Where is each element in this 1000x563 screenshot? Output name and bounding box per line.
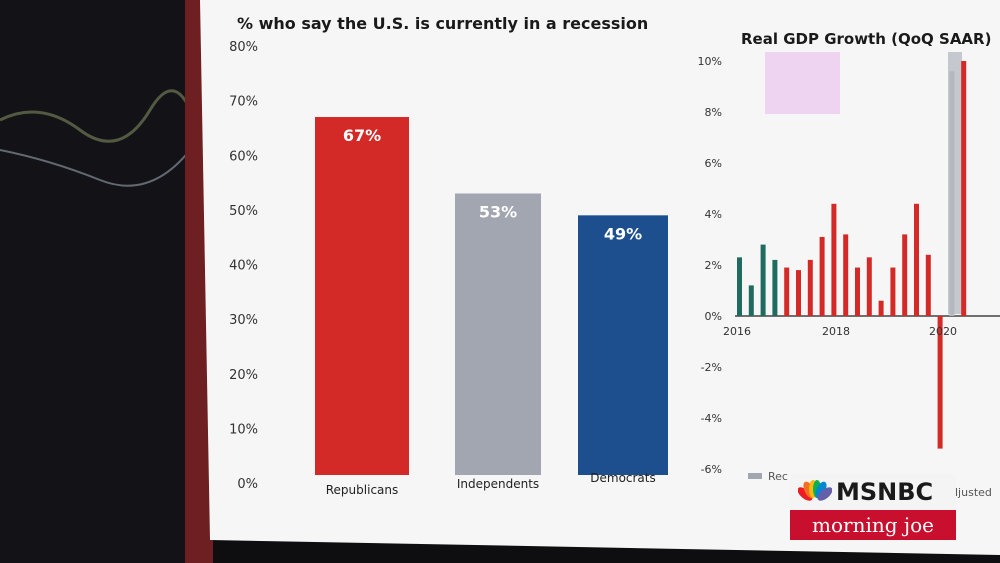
bar xyxy=(937,316,943,449)
y-tick-label: 30% xyxy=(229,313,258,328)
bar xyxy=(878,300,884,316)
y-tick-label: 2% xyxy=(705,259,722,272)
show-name: morning joe xyxy=(812,513,934,537)
shaded-region xyxy=(765,52,840,114)
network-logo: MSNBC morning joe xyxy=(790,474,956,540)
y-tick-label: -2% xyxy=(701,361,722,374)
bar xyxy=(796,270,801,316)
y-tick-label: 60% xyxy=(229,149,258,164)
peacock-icon xyxy=(798,480,832,501)
bar xyxy=(961,61,967,316)
recession-opinion-chart: % who say the U.S. is currently in a rec… xyxy=(229,14,668,497)
x-tick-label: 2016 xyxy=(723,325,751,338)
y-tick-label: 40% xyxy=(229,259,258,274)
y-tick-label: 4% xyxy=(705,208,722,221)
y-tick-label: 50% xyxy=(229,204,258,219)
legend-label: ljusted xyxy=(955,486,992,499)
bar xyxy=(819,236,825,316)
y-tick-label: 70% xyxy=(229,95,258,110)
gdp-growth-chart: Real GDP Growth (QoQ SAAR) 10% 8% 6% 4% 2% 0%… xyxy=(698,30,1000,499)
bar xyxy=(949,71,955,316)
bar xyxy=(784,267,790,316)
bar xyxy=(578,215,668,475)
background-line-graphic xyxy=(0,89,202,143)
legend-swatch xyxy=(748,473,762,479)
bar xyxy=(925,254,931,316)
y-tick-label: -6% xyxy=(701,463,722,476)
bar xyxy=(831,203,837,316)
chart-title: % who say the U.S. is currently in a rec… xyxy=(237,14,648,33)
data-label: 67% xyxy=(343,126,381,145)
left-screen-panel xyxy=(0,0,190,563)
bar xyxy=(772,259,778,316)
y-tick-label: 8% xyxy=(705,106,722,119)
category-label: Independents xyxy=(457,477,539,491)
x-tick-label: 2018 xyxy=(822,325,850,338)
peacock-feather xyxy=(817,487,832,501)
x-tick-label: 2020 xyxy=(929,325,957,338)
background-line-graphic-2 xyxy=(0,149,191,187)
chart-title: Real GDP Growth (QoQ SAAR) xyxy=(741,30,991,48)
category-label: Democrats xyxy=(590,471,656,485)
bar xyxy=(315,117,409,475)
show-banner: morning joe xyxy=(790,510,956,540)
bar xyxy=(866,257,872,316)
bar xyxy=(455,193,541,476)
bar xyxy=(748,285,754,316)
bar xyxy=(902,234,908,316)
y-tick-label: 0% xyxy=(705,310,722,323)
bar xyxy=(890,267,896,316)
peacock-feather xyxy=(798,487,813,501)
y-tick-label: -4% xyxy=(701,412,722,425)
bar xyxy=(807,259,813,316)
y-tick-label: 80% xyxy=(229,40,258,55)
y-tick-label: 10% xyxy=(698,55,722,68)
data-label: 49% xyxy=(604,224,642,243)
bar xyxy=(843,234,849,316)
y-tick-label: 10% xyxy=(229,422,258,437)
category-label: Republicans xyxy=(326,483,399,497)
logo-top-bar: MSNBC xyxy=(790,474,956,510)
network-name: MSNBC xyxy=(836,478,934,506)
y-tick-label: 6% xyxy=(705,157,722,170)
bar xyxy=(855,267,860,316)
bar xyxy=(914,203,919,316)
legend-label: Rec xyxy=(768,470,788,483)
bar xyxy=(760,244,766,316)
bar xyxy=(737,257,742,316)
y-tick-label: 20% xyxy=(229,368,258,383)
y-tick-label: 0% xyxy=(237,477,258,492)
data-label: 53% xyxy=(479,202,517,221)
